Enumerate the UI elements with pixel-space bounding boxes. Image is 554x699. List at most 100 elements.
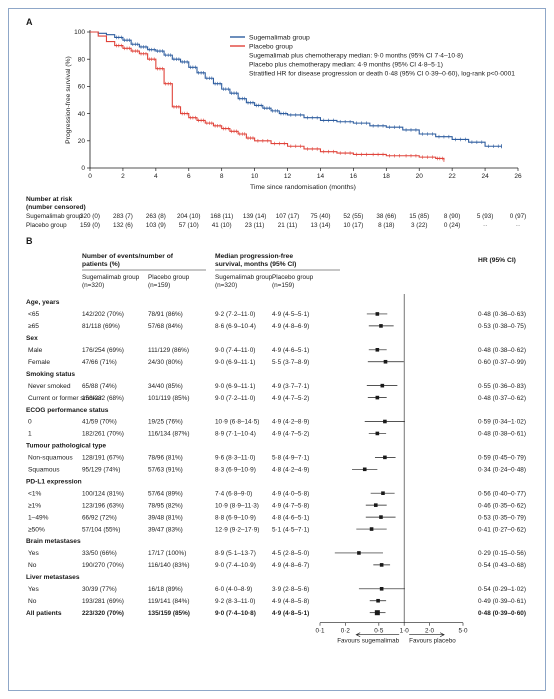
subgroup-label: No xyxy=(28,562,37,569)
km-x-axis-label: Time since randomisation (months) xyxy=(250,184,356,191)
events-sugemalimab: 33/50 (66%) xyxy=(82,550,117,557)
median-sugemalimab: 9·0 (7·4–11·0) xyxy=(215,347,255,354)
subgroup-label: Current or former smoker xyxy=(28,395,103,402)
subgroup-heading: Age, years xyxy=(26,299,60,306)
median-sugemalimab: 9·2 (7·2–11·0) xyxy=(215,311,255,318)
events-placebo: 39/48 (81%) xyxy=(148,514,183,521)
header-subgroup-name: Placebo group xyxy=(272,274,314,281)
hr-text: 0·53 (0·38–0·75) xyxy=(478,323,526,330)
median-sugemalimab: 6·0 (4·0–8·9) xyxy=(215,586,252,593)
hr-text: 0·59 (0·45–0·79) xyxy=(478,455,526,462)
median-sugemalimab: 8·9 (7·1–10·4) xyxy=(215,431,256,438)
hr-point xyxy=(379,515,383,519)
header-subgroup-name: Placebo group xyxy=(148,274,190,281)
subgroup-label: Non-squamous xyxy=(28,455,73,462)
hr-text: 0·48 (0·36–0·63) xyxy=(478,311,526,318)
median-placebo: 4·9 (3·7–7·1) xyxy=(272,383,309,390)
subgroup-heading: PD-L1 expression xyxy=(26,478,82,485)
median-placebo: 4·9 (4·8–5·1) xyxy=(272,610,309,617)
subgroup-heading: Sex xyxy=(26,335,38,342)
events-sugemalimab: 142/202 (70%) xyxy=(82,311,124,318)
km-y-tick-label: 20 xyxy=(78,138,86,145)
events-placebo: 16/18 (89%) xyxy=(148,586,183,593)
header-events-line2: patients (%) xyxy=(82,261,120,268)
median-placebo: 4·9 (4·0–5·8) xyxy=(272,490,309,497)
events-placebo: 78/95 (82%) xyxy=(148,502,183,509)
hr-text: 0·54 (0·43–0·68) xyxy=(478,562,526,569)
events-placebo: 57/63 (91%) xyxy=(148,467,183,474)
risk-row-label-sugemalimab: Sugemalimab group xyxy=(26,213,83,220)
subgroup-label: Never smoked xyxy=(28,383,71,390)
header-subgroup-n: (n=320) xyxy=(82,282,104,289)
subgroup-heading: Smoking status xyxy=(26,371,75,378)
events-sugemalimab: 158/232 (68%) xyxy=(82,395,124,402)
median-sugemalimab: 8·3 (6·9–10·9) xyxy=(215,467,256,474)
median-sugemalimab: 7·4 (6·8–9·0) xyxy=(215,490,252,497)
median-placebo: 4·9 (4·6–5·1) xyxy=(272,347,309,354)
subgroup-label: <65 xyxy=(28,311,40,318)
hr-text: 0·53 (0·35–0·79) xyxy=(478,514,526,521)
total-row-label: All patients xyxy=(26,610,62,617)
risk-row-label-placebo: Placebo group xyxy=(26,222,67,229)
events-placebo: 116/140 (83%) xyxy=(148,562,189,569)
hr-point xyxy=(375,395,380,400)
events-placebo: 78/91 (86%) xyxy=(148,311,183,318)
risk-value-sugemalimab: 75 (40) xyxy=(310,213,330,220)
km-line-placebo xyxy=(90,31,445,160)
risk-value-placebo: 23 (11) xyxy=(245,222,264,229)
risk-value-placebo: 41 (10) xyxy=(212,222,232,229)
forest-x-tick-label: 1·0 xyxy=(400,628,410,635)
hr-text: 0·54 (0·29–1·02) xyxy=(478,586,526,593)
median-placebo: 4·8 (4·2–4·9) xyxy=(272,467,309,474)
header-subgroup-n: (n=320) xyxy=(215,282,237,289)
risk-value-sugemalimab: 139 (14) xyxy=(243,213,266,220)
hr-point xyxy=(375,348,380,352)
subgroup-label: ≥65 xyxy=(28,323,39,330)
events-sugemalimab: 176/254 (69%) xyxy=(82,347,124,354)
forest-x-tick-label: 0·1 xyxy=(315,628,325,635)
hr-point xyxy=(375,431,380,436)
km-y-axis-label: Progression-free survival (%) xyxy=(65,56,72,144)
events-sugemalimab: 81/118 (69%) xyxy=(82,323,120,330)
risk-value-sugemalimab: 168 (11) xyxy=(210,213,233,220)
events-sugemalimab: 100/124 (81%) xyxy=(82,490,124,497)
panel-a-label: A xyxy=(26,17,33,27)
subgroup-label: ≥50% xyxy=(28,526,45,533)
header-subgroup-name: Sugemalimab group xyxy=(215,274,273,281)
events-placebo: 135/159 (85%) xyxy=(148,610,190,617)
median-sugemalimab: 10·9 (8·9–11·3) xyxy=(215,502,259,509)
risk-value-sugemalimab: 283 (7) xyxy=(113,213,133,220)
subgroup-label: Male xyxy=(28,347,43,354)
subgroup-heading: Tumour pathological type xyxy=(26,443,106,450)
events-placebo: 17/17 (100%) xyxy=(148,550,186,557)
hr-text: 0·48 (0·38–0·62) xyxy=(478,347,526,354)
header-subgroup-n: (n=159) xyxy=(148,282,170,289)
events-sugemalimab: 66/92 (72%) xyxy=(82,514,117,521)
events-sugemalimab: 193/281 (69%) xyxy=(82,598,124,605)
risk-value-placebo: 10 (17) xyxy=(343,222,363,229)
hr-text: 0·46 (0·35–0·62) xyxy=(478,502,526,509)
hr-text: 0·48 (0·37–0·62) xyxy=(478,395,526,402)
risk-table-subtitle: (number censored) xyxy=(26,204,86,211)
hr-text: 0·29 (0·15–0·56) xyxy=(478,550,526,557)
median-placebo: 4·9 (4·8–5·8) xyxy=(272,598,309,605)
km-y-tick-label: 40 xyxy=(78,111,86,118)
events-placebo: 119/141 (84%) xyxy=(148,598,189,605)
risk-value-sugemalimab: 38 (66) xyxy=(376,213,396,220)
events-sugemalimab: 47/66 (71%) xyxy=(82,359,117,366)
km-x-tick-label: 18 xyxy=(383,173,391,180)
hr-point xyxy=(379,587,384,591)
median-placebo: 4·9 (4·7–5·8) xyxy=(272,502,309,509)
hr-point xyxy=(379,324,383,328)
km-x-tick-label: 10 xyxy=(251,173,259,180)
median-sugemalimab: 9·0 (6·9–11·1) xyxy=(215,383,255,390)
hr-point xyxy=(379,563,384,567)
hr-text: 0·48 (0·38–0·61) xyxy=(478,431,526,438)
median-sugemalimab: 12·9 (9·2–17·9) xyxy=(215,526,259,533)
subgroup-label: <1% xyxy=(28,490,42,497)
risk-value-sugemalimab: 5 (93) xyxy=(477,213,493,220)
median-sugemalimab: 9·0 (7·4–10·8) xyxy=(215,610,256,617)
forest-x-tick-label: 5·0 xyxy=(458,628,468,635)
subgroup-label: 0 xyxy=(28,419,32,426)
events-placebo: 116/134 (87%) xyxy=(148,431,189,438)
